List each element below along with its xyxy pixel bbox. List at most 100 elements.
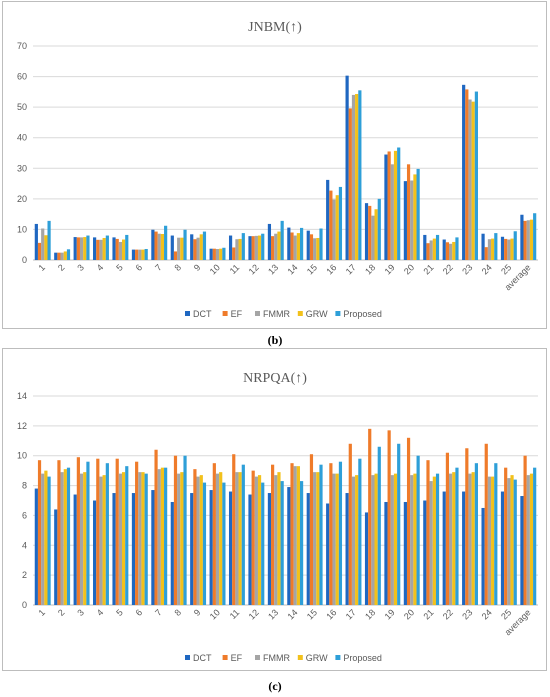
x-tick-label: 24: [480, 607, 494, 621]
x-tick-label: 15: [305, 607, 319, 621]
bar-fmmr: [410, 475, 414, 605]
x-tick-label: 17: [344, 262, 358, 276]
legend-label: GRW: [306, 309, 328, 319]
bar-ef: [368, 205, 372, 260]
x-tick-label: 1: [37, 262, 48, 273]
bar-fmmr: [507, 478, 511, 605]
bar-proposed: [494, 233, 498, 260]
bar-dct: [481, 233, 485, 260]
bar-proposed: [358, 90, 362, 260]
bar-proposed: [280, 481, 284, 605]
bar-ef: [193, 469, 197, 605]
bar-dct: [73, 494, 77, 605]
bar-dct: [170, 501, 174, 605]
bar-dct: [131, 249, 136, 260]
legend-swatch: [335, 655, 341, 660]
x-tick-label: 18: [363, 262, 377, 276]
bar-proposed: [358, 458, 362, 605]
bar-ef: [329, 463, 333, 605]
x-tick-label: 8: [172, 607, 183, 618]
bar-fmmr: [157, 469, 161, 605]
y-tick-label: 50: [17, 102, 27, 112]
bar-dct: [500, 491, 505, 605]
bar-grw: [432, 476, 436, 605]
bar-ef: [387, 430, 391, 605]
bar-proposed: [474, 463, 478, 605]
bar-fmmr: [41, 228, 45, 260]
bar-fmmr: [351, 94, 356, 260]
bar-fmmr: [177, 237, 181, 260]
bar-proposed: [299, 227, 304, 260]
bar-ef: [135, 249, 139, 260]
bar-proposed: [299, 481, 304, 605]
bar-ef: [504, 467, 508, 605]
bar-fmmr: [118, 473, 122, 605]
bar-fmmr: [293, 235, 297, 260]
bar-fmmr: [468, 99, 472, 260]
x-tick-label: 6: [134, 607, 145, 618]
bar-fmmr: [60, 472, 64, 605]
bar-dct: [248, 236, 252, 260]
bar-fmmr: [235, 239, 239, 260]
bar-ef: [173, 251, 178, 260]
bar-ef: [193, 239, 197, 260]
bar-grw: [122, 472, 126, 605]
bar-dct: [93, 500, 97, 605]
y-tick-label: 8: [22, 481, 27, 491]
chart-panel-c: NRPQA(↑) 0 2 4 6 8 10 12 14 1 2 3 4 5 6 7 8 9 10 11 12 13 14 15…: [2, 348, 547, 671]
x-tick-label: 23: [460, 607, 474, 621]
y-tick-label: 20: [17, 194, 27, 204]
bar-grw: [277, 231, 281, 260]
bar-grw: [316, 472, 320, 605]
bar-fmmr: [429, 481, 433, 605]
x-tick-label: 13: [266, 607, 280, 621]
bar-dct: [384, 154, 388, 260]
bar-ef: [57, 460, 61, 605]
bar-fmmr: [118, 241, 122, 260]
caption-b: (b): [267, 333, 283, 347]
bar-grw: [44, 470, 48, 605]
bar-fmmr: [254, 235, 258, 260]
bar-dct: [403, 181, 407, 260]
legend-label: EF: [231, 309, 243, 319]
bar-dct: [500, 236, 505, 260]
bar-dct: [306, 493, 310, 605]
bar-grw: [335, 473, 339, 605]
bar-ef: [115, 458, 119, 605]
bar-fmmr: [468, 473, 472, 605]
bar-dct: [151, 490, 155, 605]
bar-proposed: [125, 466, 129, 605]
y-tick-label: 10: [17, 224, 27, 234]
x-tick-label: 20: [402, 607, 416, 621]
bar-proposed: [397, 443, 401, 605]
bar-proposed: [416, 168, 420, 260]
bar-fmmr: [79, 473, 84, 605]
bar-grw: [491, 238, 495, 260]
bar-fmmr: [526, 475, 530, 605]
bar-grw: [510, 238, 514, 260]
bar-proposed: [125, 234, 129, 260]
bar-fmmr: [332, 473, 336, 605]
y-tick-label: 4: [22, 540, 27, 550]
x-tick-label: 25: [499, 607, 513, 621]
bar-fmmr: [138, 249, 142, 260]
bar-dct: [520, 496, 524, 605]
bar-fmmr: [449, 243, 453, 260]
bar-fmmr: [332, 199, 336, 260]
x-tick-label: 9: [192, 262, 203, 273]
bar-dct: [326, 179, 330, 260]
bar-dct: [34, 488, 38, 605]
bar-proposed: [86, 235, 90, 260]
bar-grw: [335, 195, 339, 260]
bar-proposed: [144, 248, 148, 260]
bar-grw: [355, 94, 359, 260]
bar-ef: [348, 108, 352, 261]
bar-dct: [287, 227, 291, 260]
bar-grw: [199, 234, 203, 260]
bar-fmmr: [507, 239, 511, 260]
bar-ef: [309, 234, 314, 260]
bar-ef: [251, 236, 255, 260]
bar-proposed: [261, 233, 265, 260]
bar-proposed: [144, 473, 148, 605]
bar-dct: [481, 507, 485, 605]
